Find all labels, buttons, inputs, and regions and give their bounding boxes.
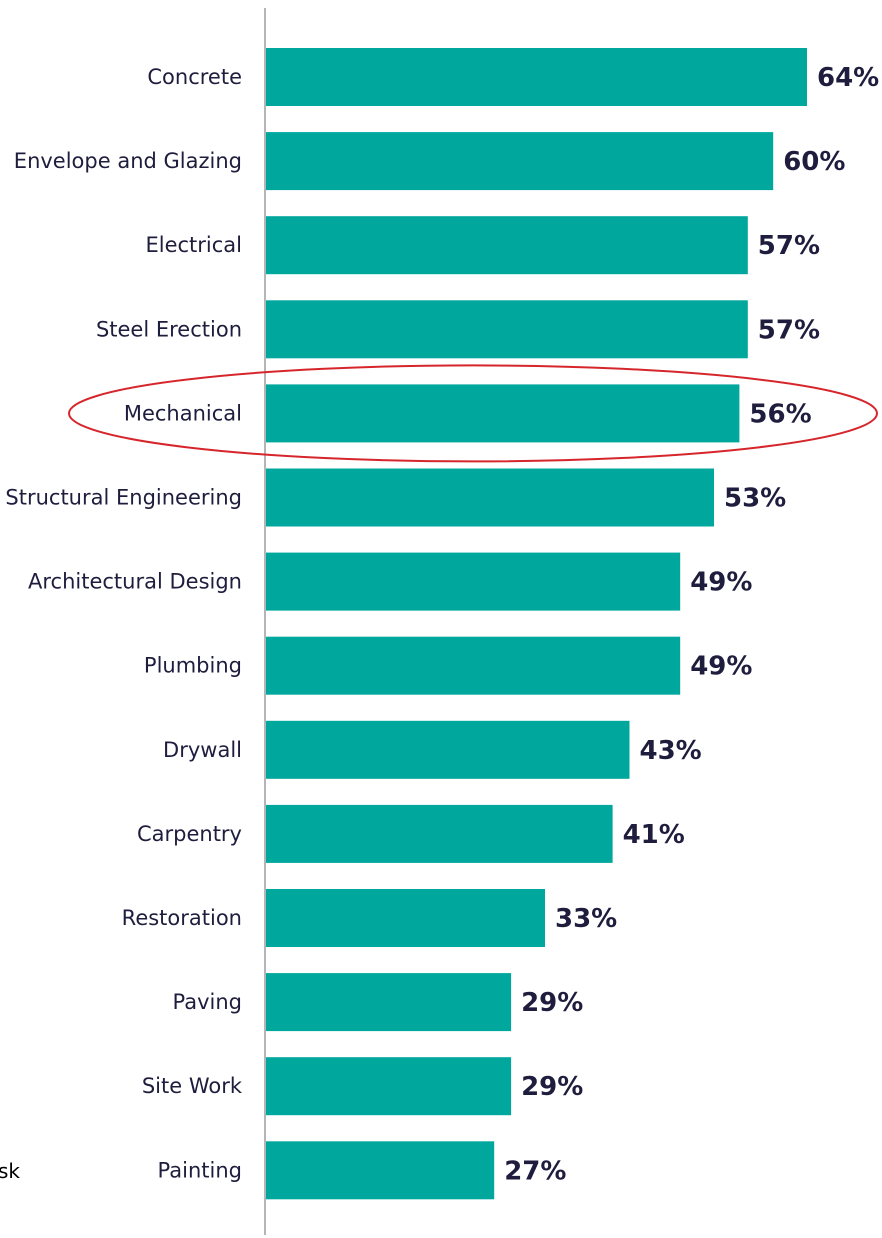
value-label-architectural-design: 49% — [690, 568, 752, 598]
value-label-painting: 27% — [504, 1156, 566, 1186]
category-label-site-work: Site Work — [142, 1074, 243, 1098]
value-label-steel-erection: 57% — [758, 315, 820, 345]
category-label-structural-engineering: Structural Engineering — [5, 486, 242, 510]
category-label-paving: Paving — [173, 990, 243, 1014]
category-label-drywall: Drywall — [163, 738, 242, 762]
category-label-restoration: Restoration — [122, 906, 242, 930]
category-label-electrical: Electrical — [145, 233, 242, 257]
bar-drywall — [266, 720, 630, 779]
bar-plumbing — [266, 636, 681, 695]
cropped-text-fragment: sk — [0, 1159, 20, 1183]
category-label-carpentry: Carpentry — [137, 822, 242, 846]
bar-site-work — [266, 1057, 512, 1116]
bar-electrical — [266, 216, 748, 275]
bar-envelope-and-glazing — [266, 132, 774, 191]
value-label-envelope-and-glazing: 60% — [783, 147, 845, 177]
category-labels-group: Concrete Envelope and Glazing Electrical St… — [5, 65, 242, 1182]
value-labels-group: 64% 60% 57% 57% 56% 53% 49% 49% 43% 41% 33% 29% 29% 2… — [504, 63, 879, 1186]
bar-structural-engineering — [266, 468, 714, 527]
bar-architectural-design — [266, 552, 681, 611]
category-label-architectural-design: Architectural Design — [28, 570, 242, 594]
bar-concrete — [266, 48, 807, 106]
bar-painting — [266, 1141, 495, 1200]
value-label-carpentry: 41% — [623, 820, 685, 850]
bar-restoration — [266, 889, 545, 947]
category-label-concrete: Concrete — [147, 65, 242, 89]
category-label-envelope-and-glazing: Envelope and Glazing — [14, 149, 242, 173]
bars-group — [266, 48, 807, 1200]
category-label-steel-erection: Steel Erection — [96, 317, 242, 341]
value-label-structural-engineering: 53% — [724, 484, 786, 514]
value-label-site-work: 29% — [521, 1072, 583, 1102]
category-label-painting: Painting — [158, 1158, 242, 1182]
category-label-mechanical: Mechanical — [124, 401, 242, 425]
bar-carpentry — [266, 804, 613, 863]
value-label-paving: 29% — [521, 988, 583, 1018]
value-label-concrete: 64% — [817, 63, 879, 93]
category-label-plumbing: Plumbing — [144, 654, 242, 678]
value-label-mechanical: 56% — [749, 399, 811, 429]
value-label-restoration: 33% — [555, 904, 617, 934]
value-label-plumbing: 49% — [690, 652, 752, 682]
value-label-electrical: 57% — [758, 231, 820, 261]
bar-paving — [266, 973, 512, 1032]
bar-steel-erection — [266, 300, 748, 359]
bar-mechanical — [266, 384, 740, 443]
value-label-drywall: 43% — [640, 736, 702, 766]
highlight-ellipse — [68, 364, 878, 463]
